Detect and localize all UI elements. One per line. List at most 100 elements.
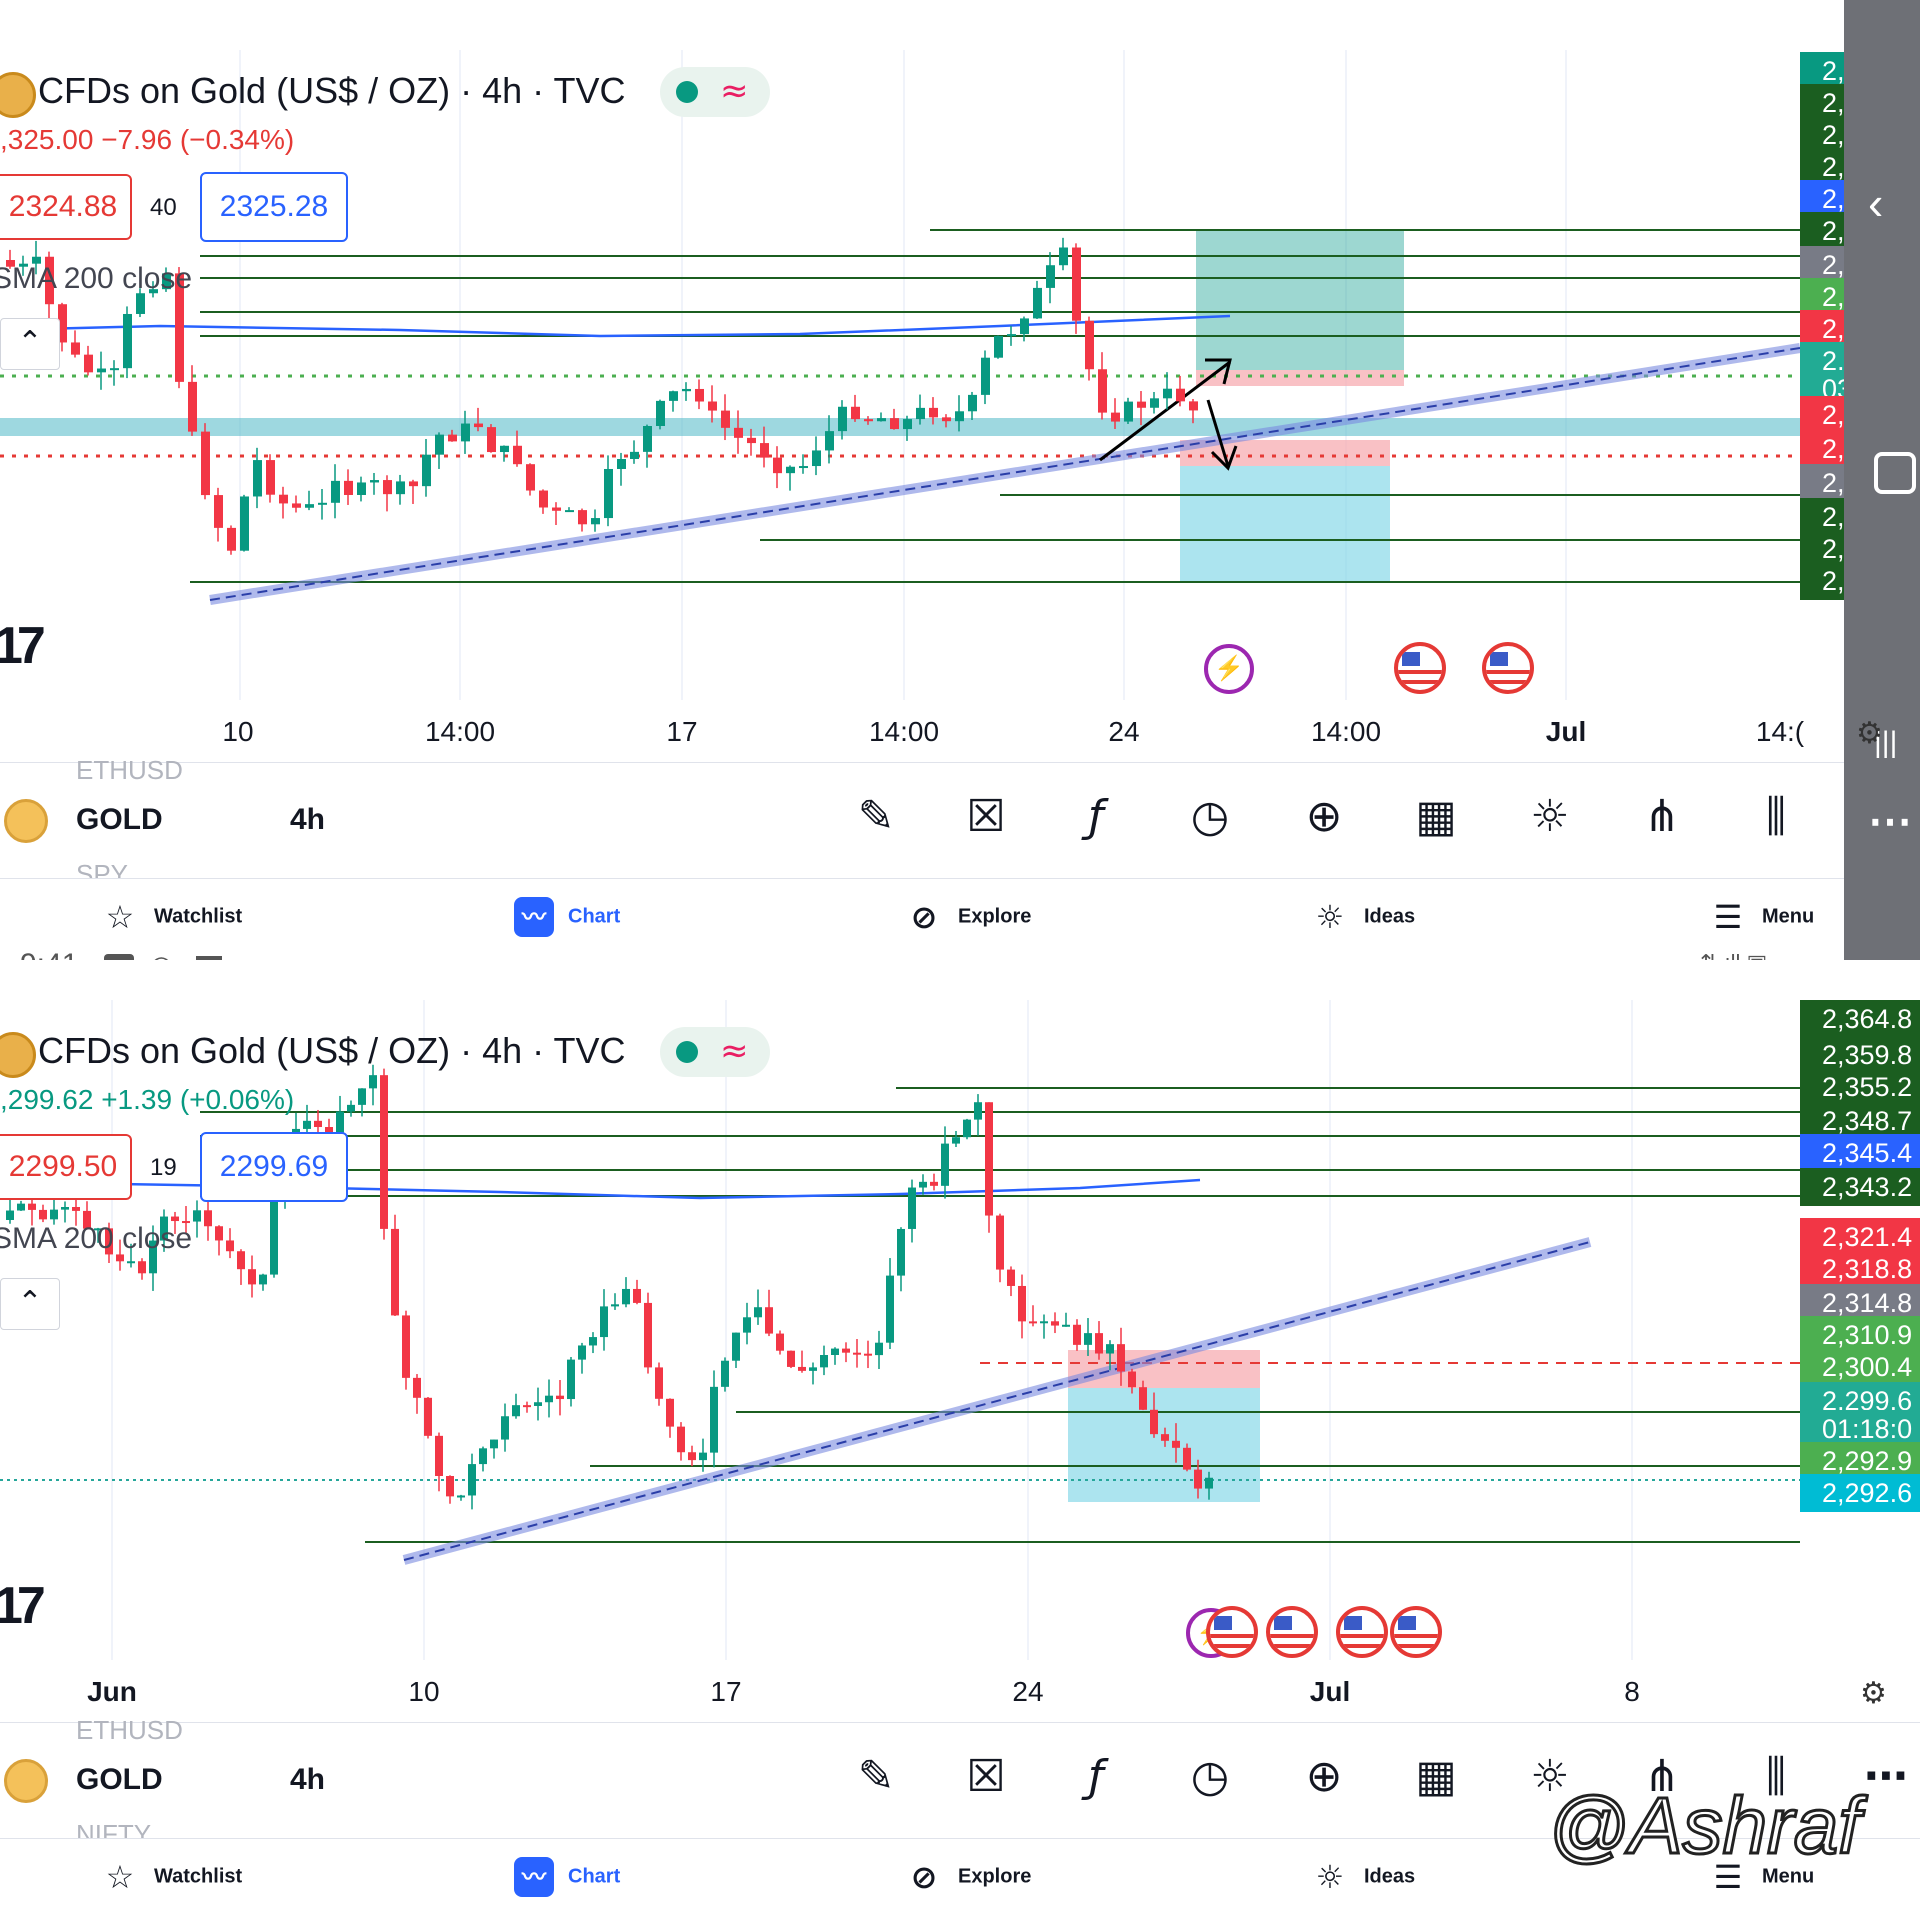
market-status-pill[interactable]: ≈	[660, 1027, 770, 1077]
market-status-pill[interactable]: ≈	[660, 67, 770, 117]
nav-ideas[interactable]: ☼ Ideas	[1310, 1857, 1416, 1897]
alert-clock-icon[interactable]: ◷	[1190, 791, 1230, 842]
candle-body	[370, 480, 379, 483]
price-tag: 2,318.8	[1800, 1250, 1920, 1288]
us-event-flag-icon[interactable]	[1482, 642, 1534, 694]
pen-icon[interactable]: ✎	[857, 791, 895, 842]
market-open-dot-icon	[676, 81, 698, 103]
share-icon[interactable]: ⋔	[1643, 1751, 1681, 1802]
objects-tree-icon[interactable]: ☒	[966, 1751, 1006, 1802]
candle-body	[248, 1269, 256, 1285]
recents-lines-icon[interactable]: |||	[1874, 726, 1898, 759]
more-icon[interactable]: ⋯	[1868, 797, 1912, 846]
candle-body	[201, 431, 210, 496]
nav-menu[interactable]: ☰ Menu	[1708, 1857, 1815, 1897]
chart-title[interactable]: CFDs on Gold (US$ / OZ) · 4h · TVC	[38, 70, 626, 111]
tradingview-logo: 17	[0, 617, 46, 675]
price-chart-1[interactable]	[0, 0, 1920, 760]
candle-body	[600, 1306, 608, 1338]
symbol-button[interactable]: GOLD	[76, 803, 163, 836]
alert-clock-icon[interactable]: ◷	[1190, 1751, 1230, 1802]
us-event-flag-icon[interactable]	[1336, 1606, 1388, 1658]
candle-body	[1084, 1333, 1092, 1345]
nav-chart[interactable]: 〰 Chart	[514, 897, 620, 937]
nav-menu[interactable]: ☰ Menu	[1708, 897, 1815, 937]
trendline	[209, 347, 1801, 601]
sell-price-button[interactable]: 2324.88	[0, 174, 132, 240]
pen-icon[interactable]: ✎	[857, 1751, 895, 1802]
indicator-label[interactable]: SMA 200 close	[0, 262, 193, 295]
ideas-bulb-icon[interactable]: ☼	[1530, 791, 1570, 842]
nav-watchlist[interactable]: ☆ Watchlist	[100, 1857, 243, 1897]
candle-body	[325, 1127, 333, 1133]
candle-body	[214, 495, 223, 528]
candle-body	[1059, 247, 1068, 266]
settings-gear-icon[interactable]: ⚙	[1860, 1677, 1887, 1710]
symbol-button[interactable]: GOLD	[76, 1763, 163, 1796]
collapse-legend-button[interactable]: ⌃	[0, 318, 60, 370]
chevron-left-icon[interactable]: ‹	[1868, 177, 1884, 229]
candle-body	[968, 394, 977, 412]
candles-type-icon[interactable]: ⫼	[1765, 791, 1787, 842]
flash-event-icon[interactable]: ⚡	[1204, 644, 1254, 694]
candle-body	[633, 1288, 641, 1303]
candle-body	[1073, 1324, 1081, 1345]
candle-body	[303, 1120, 311, 1129]
add-icon[interactable]: ⊕	[1305, 791, 1343, 842]
indicators-fx-icon[interactable]: ƒ	[1088, 791, 1104, 842]
candle-body	[105, 1228, 113, 1255]
sell-price-button[interactable]: 2299.50	[0, 1134, 132, 1200]
collapse-legend-button[interactable]: ⌃	[0, 1278, 60, 1330]
buy-price-button[interactable]: 2299.69	[200, 1132, 348, 1202]
candle-body	[591, 518, 600, 525]
us-event-flag-icon[interactable]	[1390, 1606, 1442, 1658]
candle-body	[435, 434, 444, 455]
price-chart-2[interactable]	[0, 960, 1920, 1720]
candle-body	[136, 293, 145, 314]
layout-grid-icon[interactable]: ▦	[1415, 791, 1457, 842]
price-tag: 01:18:0	[1800, 1410, 1920, 1448]
objects-tree-icon[interactable]: ☒	[966, 791, 1006, 842]
candles-type-icon[interactable]: ⫼	[1765, 1751, 1787, 1802]
us-event-flag-icon[interactable]	[1394, 642, 1446, 694]
nav-watchlist[interactable]: ☆ Watchlist	[100, 897, 243, 937]
nav-chart[interactable]: 〰 Chart	[514, 1857, 620, 1897]
candle-body	[1150, 1409, 1158, 1435]
us-event-flag-icon[interactable]	[1266, 1606, 1318, 1658]
candle-body	[123, 313, 132, 369]
candle-body	[929, 407, 938, 418]
candle-body	[1117, 1344, 1125, 1372]
indicator-label[interactable]: SMA 200 close	[0, 1222, 193, 1255]
settings-gear-icon[interactable]: ⚙	[1856, 717, 1883, 750]
candle-body	[655, 1367, 663, 1399]
buy-price-button[interactable]: 2325.28	[200, 172, 348, 242]
share-icon[interactable]: ⋔	[1643, 791, 1681, 842]
candle-body	[747, 437, 756, 444]
add-icon[interactable]: ⊕	[1305, 1751, 1343, 1802]
nav-explore[interactable]: ⊘ Explore	[904, 897, 1032, 937]
candle-body	[1062, 1324, 1070, 1327]
candle-body	[552, 507, 561, 511]
indicators-fx-icon[interactable]: ƒ	[1088, 1751, 1104, 1802]
more-icon[interactable]: ⋯	[1864, 1751, 1908, 1802]
square-button-icon[interactable]	[1874, 452, 1916, 494]
candle-body	[468, 1464, 476, 1496]
gold-symbol-icon	[4, 799, 48, 843]
layout-grid-icon[interactable]: ▦	[1415, 1751, 1457, 1802]
time-tick-label: 14:00	[424, 716, 496, 747]
nav-explore[interactable]: ⊘ Explore	[904, 1857, 1032, 1897]
chart-title[interactable]: CFDs on Gold (US$ / OZ) · 4h · TVC	[38, 1030, 626, 1071]
candle-body	[490, 1439, 498, 1449]
candle-body	[556, 1395, 564, 1400]
ideas-bulb-icon[interactable]: ☼	[1530, 1751, 1570, 1802]
timeframe-button[interactable]: 4h	[290, 1763, 326, 1796]
candle-body	[424, 1397, 432, 1436]
timeframe-button[interactable]: 4h	[290, 803, 326, 836]
candle-body	[1194, 1469, 1202, 1489]
candle-body	[589, 1337, 597, 1346]
us-event-flag-icon[interactable]	[1206, 1606, 1258, 1658]
candle-body	[314, 1120, 322, 1128]
candle-body	[952, 1137, 960, 1144]
nav-ideas[interactable]: ☼ Ideas	[1310, 897, 1416, 937]
candle-body	[908, 1187, 916, 1229]
